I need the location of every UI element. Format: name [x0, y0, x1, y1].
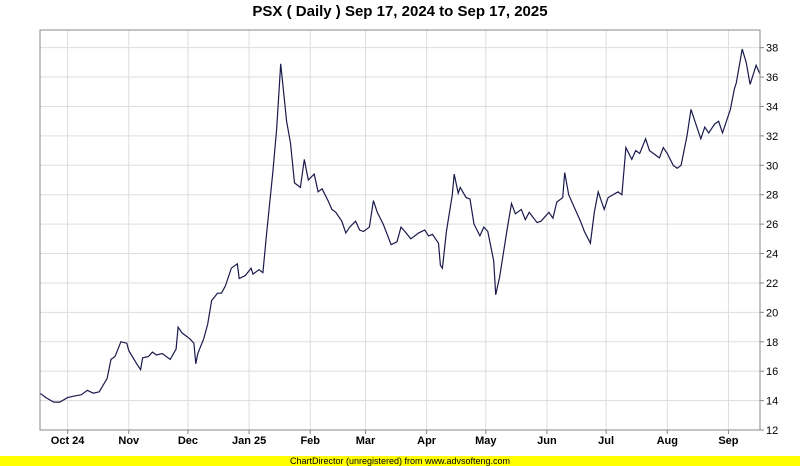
- x-tick-label: Dec: [178, 435, 198, 447]
- price-series-line: [39, 48, 761, 403]
- y-tick-label: 24: [766, 249, 778, 261]
- y-axis-ticks: 12 14 16 18 20 22 24 26 28 30 32 34 36 38: [760, 43, 778, 437]
- x-tick-label: Oct 24: [51, 435, 86, 447]
- x-tick-label: Nov: [118, 435, 140, 447]
- x-tick-label: Sep: [718, 435, 738, 447]
- y-tick-label: 34: [766, 101, 778, 113]
- x-tick-label: Jun: [537, 435, 557, 447]
- chart-title: PSX ( Daily ) Sep 17, 2024 to Sep 17, 20…: [252, 3, 548, 20]
- x-tick-label: Apr: [417, 435, 437, 447]
- x-tick-label: Mar: [356, 435, 376, 447]
- y-tick-label: 38: [766, 43, 778, 55]
- x-tick-label: Feb: [300, 435, 320, 447]
- y-tick-label: 20: [766, 307, 778, 319]
- x-axis-ticks: Oct 24 Nov Dec Jan 25 Feb Mar Apr May Jun Jul Aug S…: [51, 430, 739, 447]
- plot-border: [39, 29, 761, 431]
- y-tick-label: 36: [766, 72, 778, 84]
- y-tick-label: 26: [766, 219, 778, 231]
- y-tick-label: 22: [766, 278, 778, 290]
- x-tick-label: Jan 25: [232, 435, 266, 447]
- x-tick-label: Jul: [598, 435, 614, 447]
- y-tick-label: 16: [766, 366, 778, 378]
- price-chart: 12 14 16 18 20 22 24 26 28 30 32 34 36 38 Oct 24 Nov De…: [39, 29, 778, 447]
- y-tick-label: 18: [766, 337, 778, 349]
- x-tick-label: Aug: [657, 435, 678, 447]
- y-tick-label: 12: [766, 425, 778, 437]
- x-tick-label: May: [475, 435, 497, 447]
- footer-credit: ChartDirector (unregistered) from www.ad…: [289, 456, 511, 466]
- y-tick-label: 28: [766, 190, 778, 202]
- y-tick-label: 14: [766, 396, 778, 408]
- footer-bar: [0, 456, 800, 466]
- y-tick-label: 30: [766, 160, 778, 172]
- y-tick-label: 32: [766, 131, 778, 143]
